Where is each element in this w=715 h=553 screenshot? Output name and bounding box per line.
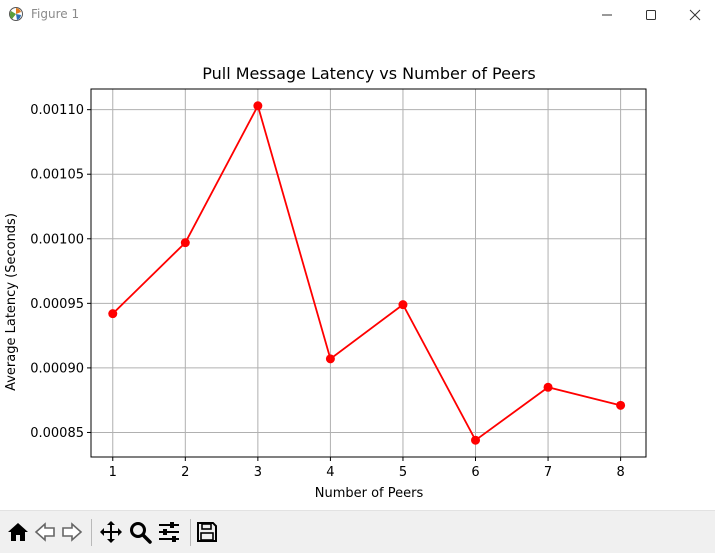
y-axis-label: Average Latency (Seconds) xyxy=(4,213,19,391)
matplotlib-app-icon xyxy=(8,6,24,22)
x-axis-label: Number of Peers xyxy=(315,486,424,501)
x-tick-label: 5 xyxy=(399,465,407,480)
y-axis-ticks: 0.00085 0.00090 0.00095 0.00100 0.00105 0.001… xyxy=(30,103,91,441)
x-tick-label: 7 xyxy=(544,465,552,480)
back-arrow-icon xyxy=(34,521,56,543)
series-line xyxy=(112,103,621,442)
close-icon xyxy=(689,9,701,21)
close-button[interactable] xyxy=(672,0,715,29)
data-point xyxy=(325,354,335,364)
data-point xyxy=(616,400,626,410)
configure-subplots-button[interactable] xyxy=(156,519,182,545)
grid-lines xyxy=(91,89,646,457)
y-tick-label: 0.00095 xyxy=(30,297,84,312)
pan-move-icon xyxy=(99,520,123,544)
x-tick-label: 8 xyxy=(616,465,624,480)
x-axis-ticks: 1 2 3 4 5 6 7 8 xyxy=(109,457,625,480)
y-tick-label: 0.00105 xyxy=(30,168,84,183)
data-point xyxy=(398,300,408,310)
data-point xyxy=(180,238,190,248)
forward-button[interactable] xyxy=(59,519,85,545)
y-tick-label: 0.00100 xyxy=(30,232,84,247)
y-tick-label: 0.00090 xyxy=(30,361,84,376)
series-layer xyxy=(108,101,626,445)
toolbar-separator xyxy=(190,519,191,546)
maximize-icon xyxy=(645,9,657,21)
x-tick-label: 4 xyxy=(326,465,334,480)
configure-subplots-icon xyxy=(157,520,181,544)
data-point xyxy=(108,309,118,319)
toolbar-separator xyxy=(91,519,92,546)
x-tick-label: 1 xyxy=(109,465,117,480)
plot-area xyxy=(90,88,647,458)
navigation-toolbar xyxy=(0,510,715,553)
x-tick-label: 6 xyxy=(471,465,479,480)
home-button[interactable] xyxy=(5,519,31,545)
back-button[interactable] xyxy=(32,519,58,545)
home-icon xyxy=(7,521,29,543)
chart-title: Pull Message Latency vs Number of Peers xyxy=(202,64,535,83)
window-title: Figure 1 xyxy=(31,7,80,21)
data-point xyxy=(253,101,263,111)
pan-button[interactable] xyxy=(98,519,124,545)
save-floppy-icon xyxy=(196,521,218,543)
minimize-button[interactable] xyxy=(584,0,630,29)
save-button[interactable] xyxy=(194,519,220,545)
x-tick-label: 3 xyxy=(254,465,262,480)
zoom-magnifier-icon xyxy=(128,520,152,544)
data-point xyxy=(543,382,553,392)
x-tick-label: 2 xyxy=(181,465,189,480)
data-point xyxy=(471,435,481,445)
title-bar: Figure 1 xyxy=(0,0,715,29)
zoom-button[interactable] xyxy=(127,519,153,545)
minimize-icon xyxy=(601,9,613,21)
forward-arrow-icon xyxy=(61,521,83,543)
y-tick-label: 0.00085 xyxy=(30,426,84,441)
y-tick-label: 0.00110 xyxy=(30,103,84,118)
maximize-button[interactable] xyxy=(628,0,674,29)
